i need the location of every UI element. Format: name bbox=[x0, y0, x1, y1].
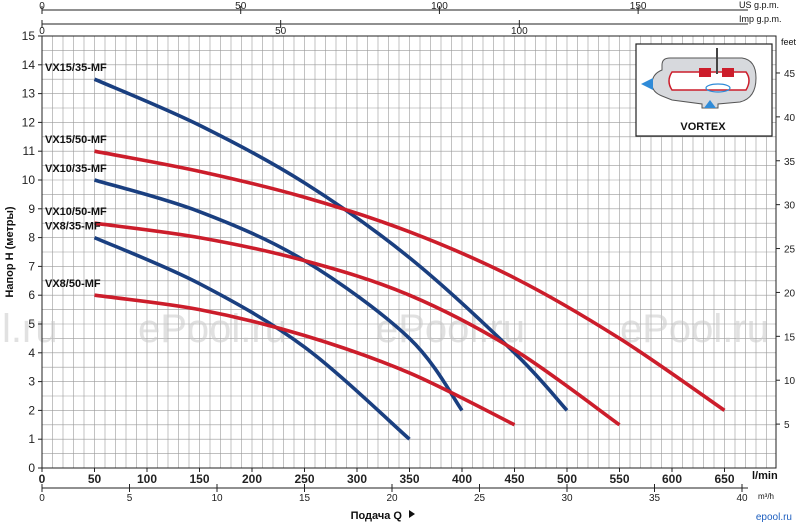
us-tick-label: 0 bbox=[39, 1, 45, 12]
y-tick-label: 7 bbox=[28, 259, 35, 273]
top-unit-us: US g.p.m. bbox=[739, 0, 779, 10]
feet-tick-label: 30 bbox=[784, 201, 796, 212]
x-tick-label: 650 bbox=[714, 472, 734, 486]
watermarks: l.ru ePool.ru ePool.ru ePool.ru bbox=[2, 307, 769, 351]
imp-tick-label: 0 bbox=[39, 26, 45, 37]
feet-tick-label: 25 bbox=[784, 245, 796, 256]
feet-tick-label: 15 bbox=[784, 332, 796, 343]
vortex-swirl-icon bbox=[705, 83, 731, 93]
x-tick-label: 400 bbox=[452, 472, 472, 486]
series bbox=[93, 77, 726, 441]
m3h-tick-label: 10 bbox=[211, 493, 223, 504]
imp-tick-label: 50 bbox=[275, 26, 287, 37]
y-tick-label: 3 bbox=[28, 375, 35, 389]
watermark-text: ePool.ru bbox=[138, 307, 287, 351]
vortex-inset: VORTEX bbox=[635, 43, 773, 137]
y-tick-label: 0 bbox=[28, 461, 35, 475]
us-tick-label: 150 bbox=[630, 1, 647, 12]
x-tick-label: 50 bbox=[88, 472, 102, 486]
m3h-tick-label: 20 bbox=[386, 493, 398, 504]
m3h-tick-label: 40 bbox=[736, 493, 748, 504]
m3h-tick-label: 35 bbox=[649, 493, 661, 504]
y-axis-title: Напор H (метры) bbox=[4, 206, 16, 297]
inlet-arrow-icon bbox=[704, 100, 716, 108]
y-tick-label: 13 bbox=[22, 87, 36, 101]
y-tick-label: 9 bbox=[28, 202, 35, 216]
series-line-vx8-35-mf bbox=[93, 235, 411, 441]
series-label-vx8-50-mf: VX8/50-MF bbox=[45, 278, 101, 290]
series-label-vx15-35-mf: VX15/35-MF bbox=[45, 62, 107, 74]
watermark-text: l.ru bbox=[2, 307, 58, 351]
outlet-arrow-icon bbox=[641, 78, 653, 90]
m3h-tick-label: 25 bbox=[474, 493, 486, 504]
y-tick-label: 15 bbox=[22, 29, 36, 43]
x-tick-label: 500 bbox=[557, 472, 577, 486]
series-line-vx10-50-mf bbox=[94, 221, 621, 427]
watermark-text: ePool.ru bbox=[620, 307, 769, 351]
x-tick-label: 550 bbox=[609, 472, 629, 486]
x-tick-label: 100 bbox=[137, 472, 157, 486]
us-tick-label: 50 bbox=[235, 1, 247, 12]
y-tick-label: 12 bbox=[22, 115, 36, 129]
x-tick-label: 300 bbox=[347, 472, 367, 486]
x-tick-label: 150 bbox=[189, 472, 209, 486]
y-tick-label: 14 bbox=[22, 58, 36, 72]
y-tick-label: 5 bbox=[28, 317, 35, 331]
series-line-vx15-50-mf bbox=[94, 149, 726, 412]
y-tick-label: 11 bbox=[23, 144, 36, 158]
series-label-vx15-50-mf: VX15/50-MF bbox=[45, 134, 107, 146]
y-tick-label: 1 bbox=[28, 432, 35, 446]
corner-logo: epool.ru bbox=[756, 512, 792, 523]
imp-tick-label: 100 bbox=[511, 26, 528, 37]
x-axis-title: Подача Q bbox=[351, 510, 403, 522]
right-unit-feet: feet bbox=[781, 37, 797, 47]
y-tick-label: 8 bbox=[28, 231, 35, 245]
m3h-tick-label: 5 bbox=[127, 493, 133, 504]
x-tick-label: 250 bbox=[294, 472, 314, 486]
x-unit-m3h: m³/h bbox=[758, 492, 774, 501]
us-tick-label: 100 bbox=[431, 1, 448, 12]
series-label-vx10-50-mf: VX10/50-MF bbox=[45, 206, 107, 218]
series-label-vx10-35-mf: VX10/35-MF bbox=[45, 163, 107, 175]
feet-tick-label: 20 bbox=[784, 288, 796, 299]
y-tick-label: 10 bbox=[22, 173, 36, 187]
m3h-tick-label: 15 bbox=[299, 493, 311, 504]
x-axis-arrow-icon bbox=[409, 510, 415, 518]
inset-title: VORTEX bbox=[680, 121, 726, 133]
impeller-left-icon bbox=[699, 68, 711, 77]
y-tick-label: 2 bbox=[28, 403, 35, 417]
y-tick-label: 4 bbox=[28, 346, 35, 360]
feet-tick-label: 35 bbox=[784, 157, 796, 168]
top-unit-imp: Imp g.p.m. bbox=[739, 14, 782, 24]
feet-tick-label: 10 bbox=[784, 376, 796, 387]
series-line-vx8-50-mf bbox=[94, 293, 516, 427]
feet-tick-label: 5 bbox=[784, 420, 790, 431]
m3h-tick-label: 30 bbox=[561, 493, 573, 504]
x-tick-label: 0 bbox=[39, 472, 46, 486]
impeller-right-icon bbox=[722, 68, 734, 77]
x-tick-label: 450 bbox=[504, 472, 524, 486]
x-tick-label: 350 bbox=[399, 472, 419, 486]
x-tick-label: 200 bbox=[242, 472, 262, 486]
feet-tick-label: 45 bbox=[784, 69, 796, 80]
m3h-tick-label: 0 bbox=[39, 493, 45, 504]
y-tick-label: 6 bbox=[28, 288, 35, 302]
x-unit-lmin: l/min bbox=[752, 470, 778, 482]
series-labels: VX15/35-MF VX15/50-MF VX10/35-MF VX10/50-MF… bbox=[45, 62, 107, 290]
series-line-vx15-35-mf bbox=[93, 77, 569, 412]
feet-tick-label: 40 bbox=[784, 113, 796, 124]
x-tick-label: 600 bbox=[662, 472, 682, 486]
tick-labels: 0123456789101112131415510152025303540450… bbox=[22, 1, 796, 504]
series-label-vx8-35-mf: VX8/35-MF bbox=[45, 221, 101, 233]
